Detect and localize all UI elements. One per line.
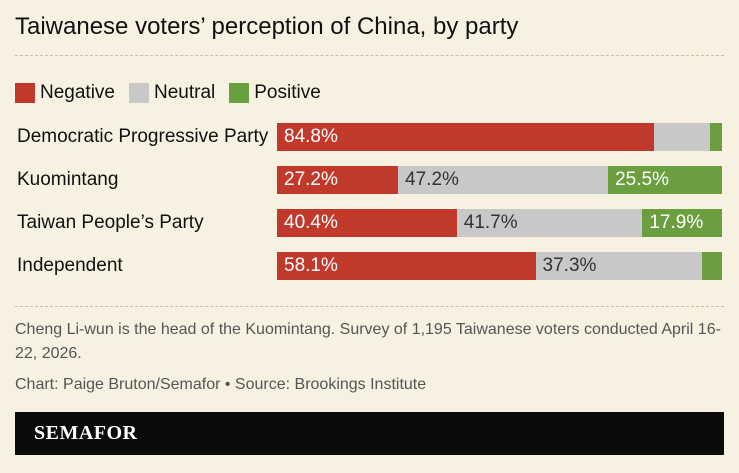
category-label: Kuomintang: [17, 169, 119, 190]
legend-label-positive: Positive: [254, 82, 321, 103]
bar-segment-neutral: [654, 123, 710, 151]
category-label: Independent: [17, 255, 123, 276]
bottom-divider: [15, 306, 724, 307]
data-label: 25.5%: [615, 169, 669, 190]
legend-item-positive: Positive: [229, 82, 321, 104]
category-label: Democratic Progressive Party: [17, 126, 269, 147]
bar-segment-positive: [701, 252, 722, 280]
bar-segment-positive: 17.9%: [642, 209, 722, 237]
data-label: 47.2%: [405, 169, 459, 190]
bar-segment-negative: 40.4%: [277, 209, 457, 237]
legend-swatch-neutral: [129, 83, 149, 103]
stacked-bar-chart: Democratic Progressive Party 84.8% Kuomint…: [15, 116, 725, 292]
chart-legend: Negative Neutral Positive: [15, 81, 335, 105]
data-label: 40.4%: [284, 212, 338, 233]
data-label: 41.7%: [463, 212, 518, 233]
data-label: 27.2%: [284, 169, 338, 190]
legend-swatch-negative: [15, 83, 35, 103]
data-label: 17.9%: [649, 212, 704, 233]
bar-segment-negative: 58.1%: [277, 252, 536, 280]
bar-segment-positive: 25.5%: [608, 166, 722, 194]
bar-segment-positive: [709, 123, 722, 151]
bar-segment-negative: 84.8%: [277, 123, 655, 151]
data-label: 58.1%: [284, 255, 338, 276]
footer-bar: SEMAFOR: [15, 412, 724, 455]
bar-segment-negative: 27.2%: [277, 166, 399, 194]
legend-label-negative: Negative: [40, 82, 115, 103]
legend-swatch-positive: [229, 83, 250, 103]
bar-segment-neutral: 37.3%: [535, 252, 702, 280]
chart-title: Taiwanese voters’ perception of China, b…: [15, 13, 519, 40]
bar-segment-neutral: 47.2%: [398, 166, 609, 194]
legend-label-neutral: Neutral: [154, 82, 216, 103]
legend-item-neutral: Neutral: [129, 82, 215, 104]
category-label: Taiwan People’s Party: [17, 212, 204, 233]
legend-item-negative: Negative: [15, 82, 115, 104]
data-label: 84.8%: [284, 126, 338, 147]
bar-segment-neutral: 41.7%: [456, 209, 643, 237]
chart-note: Cheng Li-wun is the head of the Kuominta…: [15, 321, 721, 362]
data-label: 37.3%: [542, 255, 597, 276]
chart-credit: Chart: Paige Bruton/Semafor • Source: Br…: [15, 376, 427, 393]
semafor-logo: SEMAFOR: [34, 422, 138, 444]
top-divider: [15, 55, 724, 56]
